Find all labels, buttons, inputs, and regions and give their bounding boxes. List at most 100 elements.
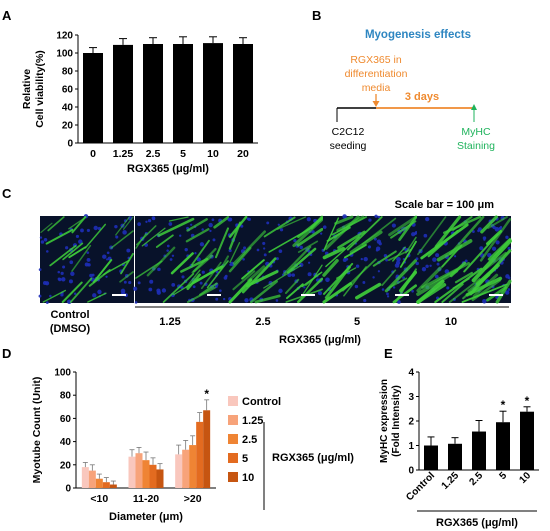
nucleus — [102, 254, 107, 259]
a-bar — [113, 44, 133, 143]
nucleus — [392, 286, 396, 289]
myotube — [84, 223, 107, 249]
d-bar — [88, 470, 96, 488]
myotube — [416, 279, 445, 304]
nucleus — [157, 267, 161, 272]
d-bar — [142, 460, 150, 488]
nucleus — [39, 236, 43, 239]
nucleus — [287, 272, 292, 278]
nucleus — [105, 275, 108, 278]
nucleus — [184, 247, 188, 252]
nucleus — [148, 287, 153, 292]
nucleus — [498, 226, 502, 231]
e-x-tick-label: 2.5 — [468, 470, 486, 488]
nucleus — [62, 265, 66, 269]
micrograph-tile — [133, 216, 230, 304]
micrograph-tile — [38, 214, 134, 305]
nucleus — [494, 226, 500, 232]
myotube — [68, 216, 87, 230]
nucleus — [171, 254, 175, 258]
myotube — [155, 234, 174, 248]
myotube — [471, 279, 502, 302]
nucleus — [61, 277, 66, 282]
nucleus — [367, 245, 372, 249]
nucleus — [363, 298, 367, 303]
nucleus — [208, 222, 213, 228]
myotube — [469, 249, 512, 296]
nucleus — [219, 289, 222, 292]
nucleus — [360, 257, 363, 261]
myotube — [322, 258, 339, 277]
d-bar — [149, 464, 157, 488]
legend-entry: 2.5 — [242, 434, 257, 446]
e-x-tick-label: 1.25 — [440, 470, 462, 492]
nucleus — [43, 238, 48, 242]
a-bar — [83, 53, 103, 143]
nucleus — [86, 258, 91, 262]
seeding-line-2: seeding — [330, 140, 367, 152]
myotube — [296, 227, 324, 247]
myotube — [399, 240, 417, 268]
control-label-line-1: Control — [50, 309, 89, 321]
a-y-tick-label: 40 — [62, 103, 74, 114]
d-x-tick-label: >20 — [184, 493, 202, 505]
panel-d-letter: D — [2, 346, 11, 361]
nucleus — [275, 299, 279, 302]
myotube — [162, 272, 195, 303]
nucleus — [299, 245, 303, 250]
myotube — [228, 278, 253, 304]
nucleus — [386, 295, 390, 298]
myotube — [384, 258, 418, 293]
panel-a: A 0 20 40 60 80 100 120 0 1.25 2.5 5 10 20 RGX365 (μg… — [2, 8, 258, 175]
nucleus — [374, 214, 378, 218]
nucleus — [194, 252, 197, 255]
nucleus — [228, 248, 232, 253]
nucleus — [425, 264, 429, 269]
myotube — [326, 226, 351, 243]
nucleus — [44, 281, 50, 286]
micrograph-tile — [227, 215, 324, 304]
nucleus — [147, 218, 152, 223]
a-xlabel: RGX365 (μg/ml) — [127, 163, 209, 175]
nucleus — [192, 285, 196, 289]
nucleus — [317, 291, 323, 296]
myotube — [344, 243, 367, 259]
nucleus — [86, 228, 90, 232]
d-bar — [203, 410, 211, 488]
myotube — [254, 294, 281, 304]
nucleus — [342, 214, 347, 219]
myotube — [284, 278, 300, 294]
myotube-count-chart: 0 20 40 60 80 100 <10 11-20 >20 * Diameter (μm) Myo… — [31, 368, 216, 523]
nucleus — [65, 246, 69, 250]
myotube — [390, 220, 417, 239]
nucleus — [80, 228, 84, 233]
nucleus — [190, 223, 193, 226]
nucleus — [291, 273, 296, 277]
panel-c-xlabel: RGX365 (μg/ml) — [279, 334, 361, 346]
nucleus — [38, 268, 42, 272]
myotube — [452, 215, 473, 231]
myotube — [263, 216, 296, 238]
nucleus — [278, 288, 283, 294]
nucleus — [93, 225, 98, 231]
e-ylabel-line-1: MyHC expression — [379, 379, 390, 463]
myotube — [388, 215, 418, 237]
myotube — [286, 247, 317, 274]
a-bar — [143, 44, 163, 143]
nucleus — [491, 246, 497, 251]
myotube — [417, 216, 447, 256]
nucleus — [482, 299, 487, 304]
myotube — [180, 257, 209, 273]
d-y-tick-label: 0 — [65, 484, 71, 495]
e-y-tick-label: 0 — [408, 466, 414, 477]
treatment-line-1: RGX365 in — [350, 54, 402, 66]
d-xlabel: Diameter (μm) — [109, 511, 183, 523]
e-y-tick-label: 3 — [408, 392, 414, 403]
nucleus — [67, 299, 72, 305]
a-x-tick-label: 2.5 — [146, 148, 161, 160]
myotube — [305, 273, 321, 287]
nucleus — [453, 255, 457, 258]
nucleus — [87, 263, 91, 267]
nucleus — [243, 246, 247, 250]
myotube — [416, 269, 459, 297]
